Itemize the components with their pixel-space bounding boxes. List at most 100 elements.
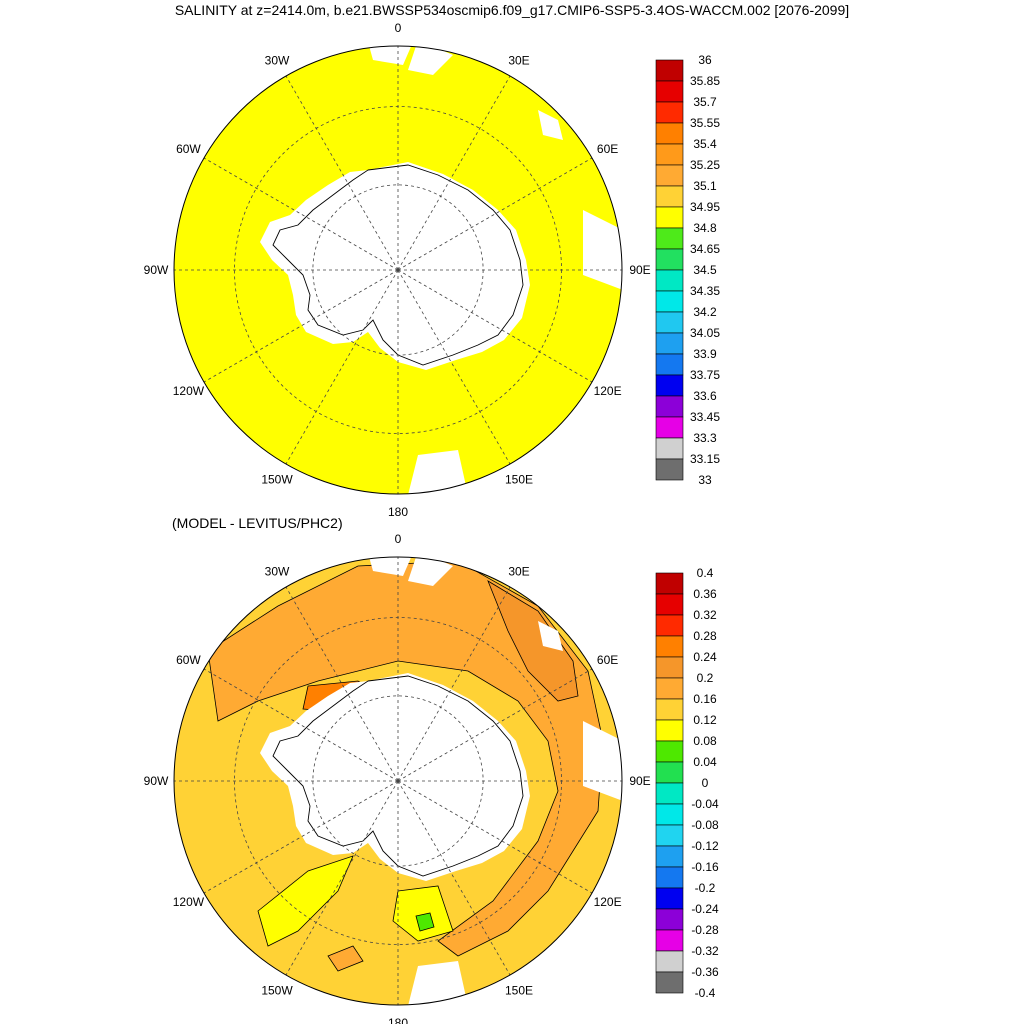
colorbar-tick-label: 35.85 [690, 74, 720, 88]
colorbar-tick-label: 0.2 [697, 671, 714, 685]
colorbar-swatch [655, 227, 684, 250]
colorbar-tick-label: 33.6 [693, 389, 717, 403]
colorbar-swatch [655, 437, 684, 460]
colorbar-swatch [655, 353, 684, 376]
colorbar-swatch [655, 458, 684, 481]
colorbar-tick-label: 34.95 [690, 200, 720, 214]
colorbar-tick-label: 35.1 [693, 179, 717, 193]
land-patch-north-east [408, 46, 453, 75]
colorbar-tick-label: -0.2 [695, 881, 716, 895]
colorbar-tick-label: -0.04 [691, 797, 719, 811]
colorbar-swatch [655, 950, 684, 973]
colorbar-tick-label: 35.25 [690, 158, 720, 172]
meridian-line [397, 269, 511, 465]
colorbar-tick-label: 0.28 [693, 629, 717, 643]
colorbar-tick-label: 33.3 [693, 431, 717, 445]
land-patch-east [538, 110, 563, 140]
colorbar-tick-label: 33.9 [693, 347, 717, 361]
colorbar-swatch [655, 824, 684, 847]
colorbar-tick-label: -0.32 [691, 944, 719, 958]
colorbar-swatch [655, 290, 684, 313]
colorbar-swatch [655, 929, 684, 952]
colorbar-swatch [655, 845, 684, 868]
colorbar-swatch [655, 248, 684, 271]
colorbar-swatch [655, 185, 684, 208]
colorbar-swatch [655, 122, 684, 145]
meridian-line [397, 586, 511, 782]
colorbar-tick-label: 33.75 [690, 368, 720, 382]
antarctica-coastline [272, 164, 524, 366]
colorbar-swatch [655, 374, 684, 397]
colorbar-tick-label: 34.35 [690, 284, 720, 298]
colorbar-swatch [655, 614, 684, 637]
colorbar-tick-label: 33.15 [690, 452, 720, 466]
colorbar-tick-label: -0.24 [691, 902, 719, 916]
colorbar-swatch [655, 143, 684, 166]
contour-region-low-west [257, 855, 354, 947]
colorbar-swatch [655, 887, 684, 910]
difference-colorbar: 0.4 0.36 0.32 0.28 0.24 0.2 0.16 0.12 0.08 0.04 0 -… [655, 566, 719, 1000]
longitude-label: 120E [594, 895, 622, 909]
map-border [173, 556, 623, 1006]
land-patch-north [368, 46, 413, 65]
colorbar-tick-label: 35.7 [693, 95, 717, 109]
longitude-label: 90E [629, 263, 650, 277]
colorbar-tick-label: 34.5 [693, 263, 717, 277]
colorbar-swatch [655, 311, 684, 334]
salinity-map-panel: 0 30E 60E 90E 120E 150E 180 150W 120W 90W 60W 30W [144, 21, 651, 519]
colorbar-swatch [655, 698, 684, 721]
map-border [173, 45, 623, 495]
colorbar-swatch [655, 593, 684, 616]
land-patch-south [408, 450, 468, 494]
longitude-label: 150W [261, 473, 293, 487]
colorbar-swatch [655, 740, 684, 763]
difference-map-panel: 0 30E 60E 90E 120E 150E 180 150W 120W 90W 60W 30W [144, 532, 651, 1024]
colorbar-swatch [655, 635, 684, 658]
longitude-label: 90E [629, 774, 650, 788]
colorbar-tick-label: -0.08 [691, 818, 719, 832]
longitude-label: 60E [597, 653, 618, 667]
colorbar-tick-label: 0 [702, 776, 709, 790]
colorbar-tick-label: -0.12 [691, 839, 719, 853]
colorbar-swatch [655, 761, 684, 784]
longitude-label: 60W [176, 142, 201, 156]
longitude-label: 150E [505, 473, 533, 487]
meridian-line [285, 75, 399, 271]
meridian-line [397, 269, 593, 383]
colorbar-tick-label: 35.4 [693, 137, 717, 151]
meridian-line [203, 269, 399, 383]
meridian-line [397, 780, 593, 894]
colorbar-swatch [655, 164, 684, 187]
colorbar-tick-label: 33.45 [690, 410, 720, 424]
colorbar-tick-label: -0.16 [691, 860, 719, 874]
longitude-label: 90W [144, 263, 169, 277]
colorbar-tick-label: 35.55 [690, 116, 720, 130]
meridian-line [397, 780, 511, 976]
colorbar-swatch [655, 719, 684, 742]
colorbar-tick-label: 0.4 [697, 566, 714, 580]
colorbar-tick-label: 0.04 [693, 755, 717, 769]
meridian-line [397, 157, 593, 271]
longitude-label: 180 [388, 505, 408, 519]
colorbar-tick-label: 0.36 [693, 587, 717, 601]
colorbar-swatch [655, 395, 684, 418]
meridian-line [203, 668, 399, 782]
salinity-colorbar: 36 35.85 35.7 35.55 35.4 35.25 35.1 34.95 34.8 34… [655, 53, 720, 487]
contour-region-southwest [327, 945, 364, 972]
colorbar-tick-label: -0.28 [691, 923, 719, 937]
colorbar-tick-label: 0.32 [693, 608, 717, 622]
land-patch-north [368, 557, 413, 576]
colorbar-tick-label: 34.05 [690, 326, 720, 340]
colorbar-tick-label: 33 [698, 473, 712, 487]
longitude-label: 30E [508, 53, 529, 67]
colorbar-swatch [655, 101, 684, 124]
colorbar-swatch [655, 656, 684, 679]
land-patch-north-east [408, 557, 453, 586]
colorbar-swatch [655, 80, 684, 103]
colorbar-swatch [655, 803, 684, 826]
colorbar-swatch [655, 782, 684, 805]
colorbar-swatch [655, 206, 684, 229]
meridian-line [285, 780, 399, 976]
longitude-label: 120E [594, 384, 622, 398]
colorbar-swatch [655, 269, 684, 292]
